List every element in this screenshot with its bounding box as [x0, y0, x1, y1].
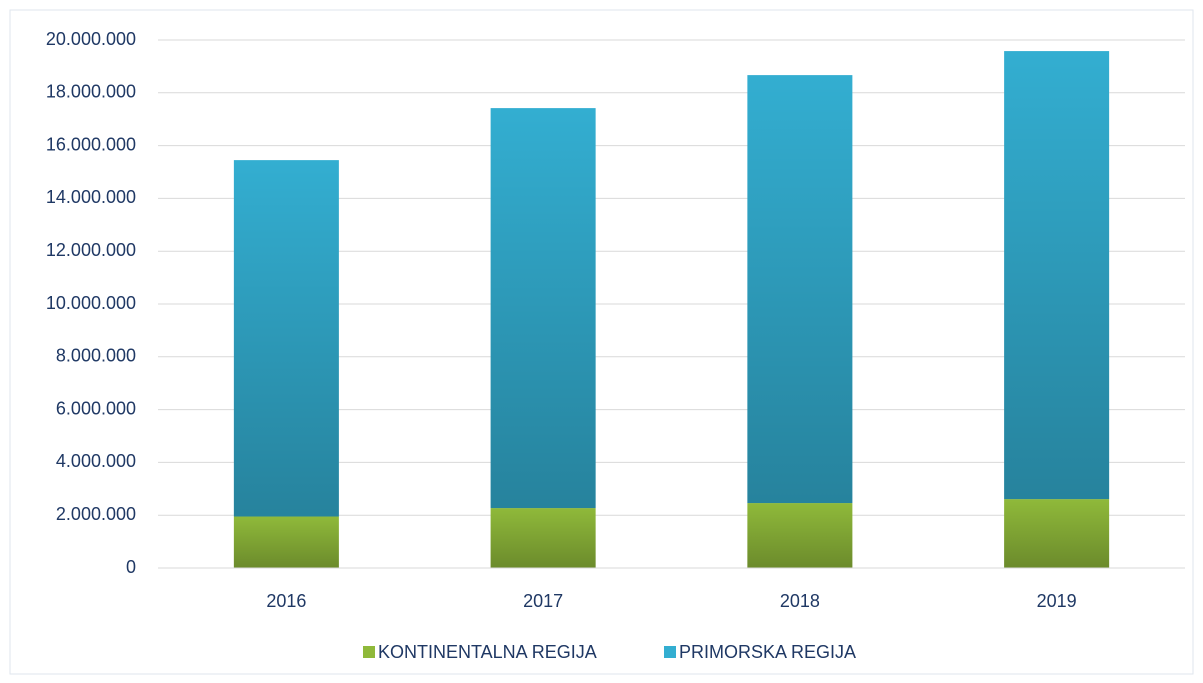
x-tick-label: 2019: [1037, 591, 1077, 611]
legend-label: PRIMORSKA REGIJA: [679, 642, 856, 662]
legend-swatch: [664, 646, 676, 658]
y-tick-label: 16.000.000: [46, 134, 136, 154]
y-tick-label: 0: [126, 557, 136, 577]
bar: [747, 503, 853, 568]
x-tick-label: 2016: [266, 591, 306, 611]
x-tick-label: 2018: [780, 591, 820, 611]
legend-swatch: [363, 646, 375, 658]
bar: [1004, 51, 1110, 500]
chart-border: [9, 9, 1194, 675]
legend-label: KONTINENTALNA REGIJA: [378, 642, 597, 662]
y-tick-label: 10.000.000: [46, 293, 136, 313]
x-tick-label: 2017: [523, 591, 563, 611]
y-tick-label: 4.000.000: [56, 451, 136, 471]
bar: [490, 108, 596, 509]
y-tick-label: 14.000.000: [46, 187, 136, 207]
y-tick-label: 20.000.000: [46, 29, 136, 49]
bar: [233, 160, 339, 517]
bar: [233, 516, 339, 568]
y-tick-label: 12.000.000: [46, 240, 136, 260]
bar: [1004, 499, 1110, 568]
bar: [747, 75, 853, 504]
y-tick-label: 2.000.000: [56, 504, 136, 524]
y-tick-label: 6.000.000: [56, 398, 136, 418]
y-tick-label: 18.000.000: [46, 82, 136, 102]
y-tick-label: 8.000.000: [56, 346, 136, 366]
bar: [490, 508, 596, 568]
